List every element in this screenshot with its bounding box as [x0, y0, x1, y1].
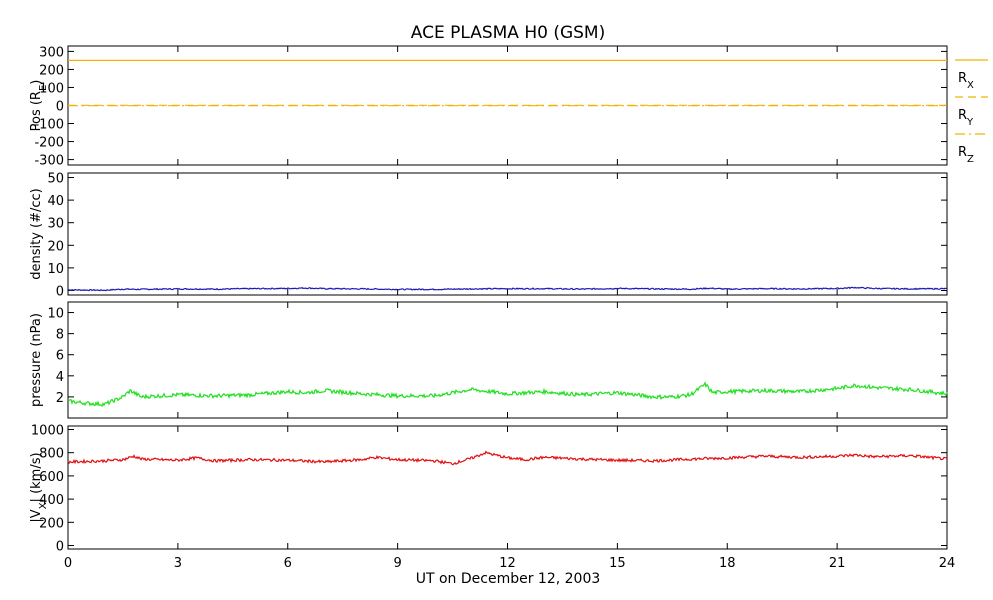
y-tick-label: 10	[47, 262, 64, 277]
panel-frame	[67, 301, 948, 419]
y-tick-label: 6	[56, 349, 64, 364]
legend-label: RX	[958, 71, 974, 91]
y-tick-label: 0	[56, 540, 64, 555]
legend-label: RZ	[958, 145, 974, 165]
y-tick-label: 200	[39, 63, 64, 78]
x-tick-label: 12	[499, 556, 516, 571]
x-tick-label: 6	[284, 556, 292, 571]
y-tick-label: 200	[39, 516, 64, 531]
y-tick-label: 0	[56, 100, 64, 115]
panel-2: 50 40 30 20 10 0 density (#/cc)	[29, 172, 948, 299]
x-tick-label: 21	[829, 556, 846, 571]
x-tick-label: 9	[393, 556, 401, 571]
y-tick-label: 400	[39, 493, 64, 508]
y-tick-label: 4	[56, 370, 64, 385]
y-tick-label: 600	[39, 470, 64, 485]
y-axis-label: |VX| (km/s)	[29, 452, 49, 522]
y-tick-label: 10	[47, 307, 64, 322]
y-tick-label: 2	[56, 391, 64, 406]
y-tick-label: 1000	[31, 423, 64, 438]
y-tick-label: 100	[39, 81, 64, 96]
y-tick-label: 0	[56, 284, 64, 299]
y-tick-label: 8	[56, 328, 64, 343]
y-tick-label: 30	[47, 217, 64, 232]
x-axis: 0 3 6 9 12 15 18 21 24	[64, 556, 955, 571]
legend-label: RY	[958, 108, 974, 128]
x-tick-label: 18	[719, 556, 736, 571]
y-tick-label: 300	[39, 45, 64, 60]
y-tick-label: 20	[47, 239, 64, 254]
y-tick-label: -200	[34, 136, 64, 151]
panel-4: 1000 800 600 400 200 0 |VX| (km/s)	[29, 423, 948, 555]
x-tick-label: 0	[64, 556, 72, 571]
legend: RX RY RZ	[955, 59, 988, 165]
y-axis-label: density (#/cc)	[29, 188, 44, 280]
y-tick-label: -300	[34, 154, 64, 169]
x-tick-label: 24	[939, 556, 956, 571]
x-tick-label: 15	[609, 556, 626, 571]
x-axis-label: UT on December 12, 2003	[416, 571, 601, 587]
y-axis-label: Pos (RE)	[29, 80, 49, 132]
y-tick-label: -100	[34, 118, 64, 133]
series-line-3	[67, 381, 948, 407]
series-line-4	[67, 450, 948, 466]
series-line-2	[67, 286, 948, 292]
x-tick-label: 3	[174, 556, 182, 571]
panel-1: 300 200 100 0 -100 -200 -300 Pos (RE)	[29, 45, 948, 169]
y-tick-label: 50	[47, 172, 64, 187]
y-axis-label: pressure (nPa)	[29, 313, 44, 407]
panel-3: 10 8 6 4 2 pressure (nPa)	[29, 301, 948, 419]
chart-title: ACE PLASMA H0 (GSM)	[411, 23, 605, 43]
y-tick-label: 40	[47, 194, 64, 209]
panel-frame	[67, 172, 948, 296]
panel-frame	[67, 425, 948, 550]
y-tick-label: 800	[39, 447, 64, 462]
